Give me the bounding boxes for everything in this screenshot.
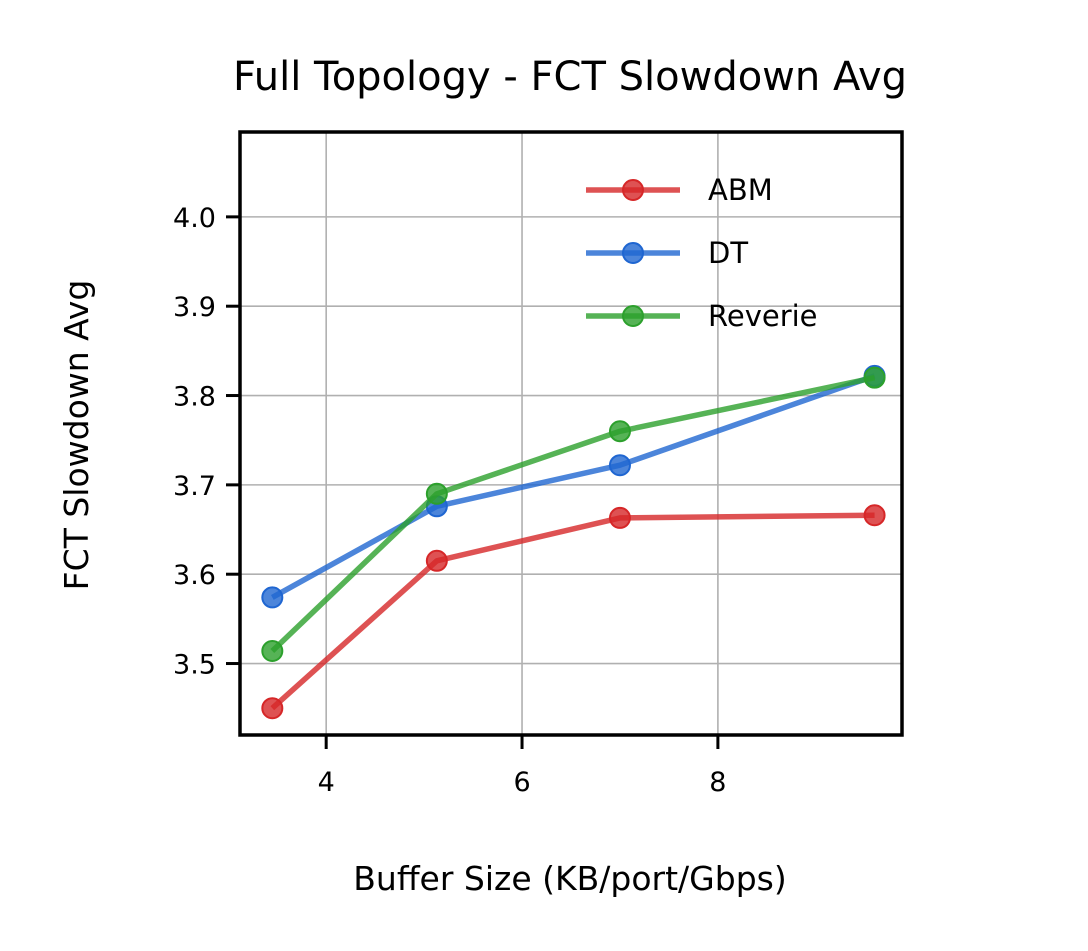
x-tick-label: 8 — [709, 767, 726, 798]
series-line-dt — [270, 373, 876, 600]
data-point-abm — [608, 506, 631, 529]
legend-label-reverie: Reverie — [708, 299, 818, 333]
plot-area-frame — [238, 130, 904, 737]
y-axis-label: FCT Slowdown Avg — [57, 280, 96, 591]
x-tick-label: 6 — [513, 767, 530, 798]
legend-marker-reverie — [622, 305, 644, 327]
y-tick-label: 4.0 — [173, 203, 216, 234]
y-tick-label: 3.5 — [173, 650, 216, 681]
legend: ABM DT Reverie — [586, 173, 818, 333]
y-tick-label: 3.8 — [173, 382, 216, 413]
data-point-abm — [425, 549, 448, 572]
x-axis-label: Buffer Size (KB/port/Gbps) — [353, 859, 786, 898]
data-point-reverie — [425, 482, 448, 505]
y-tick-label: 3.6 — [173, 560, 216, 591]
legend-marker-dt — [622, 242, 644, 264]
series-line-abm — [270, 512, 875, 711]
legend-label-abm: ABM — [708, 173, 773, 207]
axis-ticks: 4 6 8 3.5 3.6 3.7 3.8 3.9 4.0 — [173, 203, 726, 798]
legend-marker-abm — [622, 179, 644, 201]
data-point-abm — [261, 697, 284, 720]
series-group — [261, 364, 886, 720]
data-point-reverie — [261, 640, 284, 663]
x-tick-label: 4 — [318, 767, 335, 798]
data-point-reverie — [863, 366, 886, 389]
data-point-abm — [863, 504, 886, 527]
data-point-dt — [608, 454, 631, 477]
y-tick-label: 3.9 — [173, 292, 216, 323]
series-line-reverie — [270, 374, 876, 654]
data-point-reverie — [608, 420, 631, 443]
data-point-dt — [261, 586, 284, 609]
legend-label-dt: DT — [708, 236, 748, 270]
chart-title: Full Topology - FCT Slowdown Avg — [233, 54, 907, 100]
y-tick-label: 3.7 — [173, 471, 216, 502]
